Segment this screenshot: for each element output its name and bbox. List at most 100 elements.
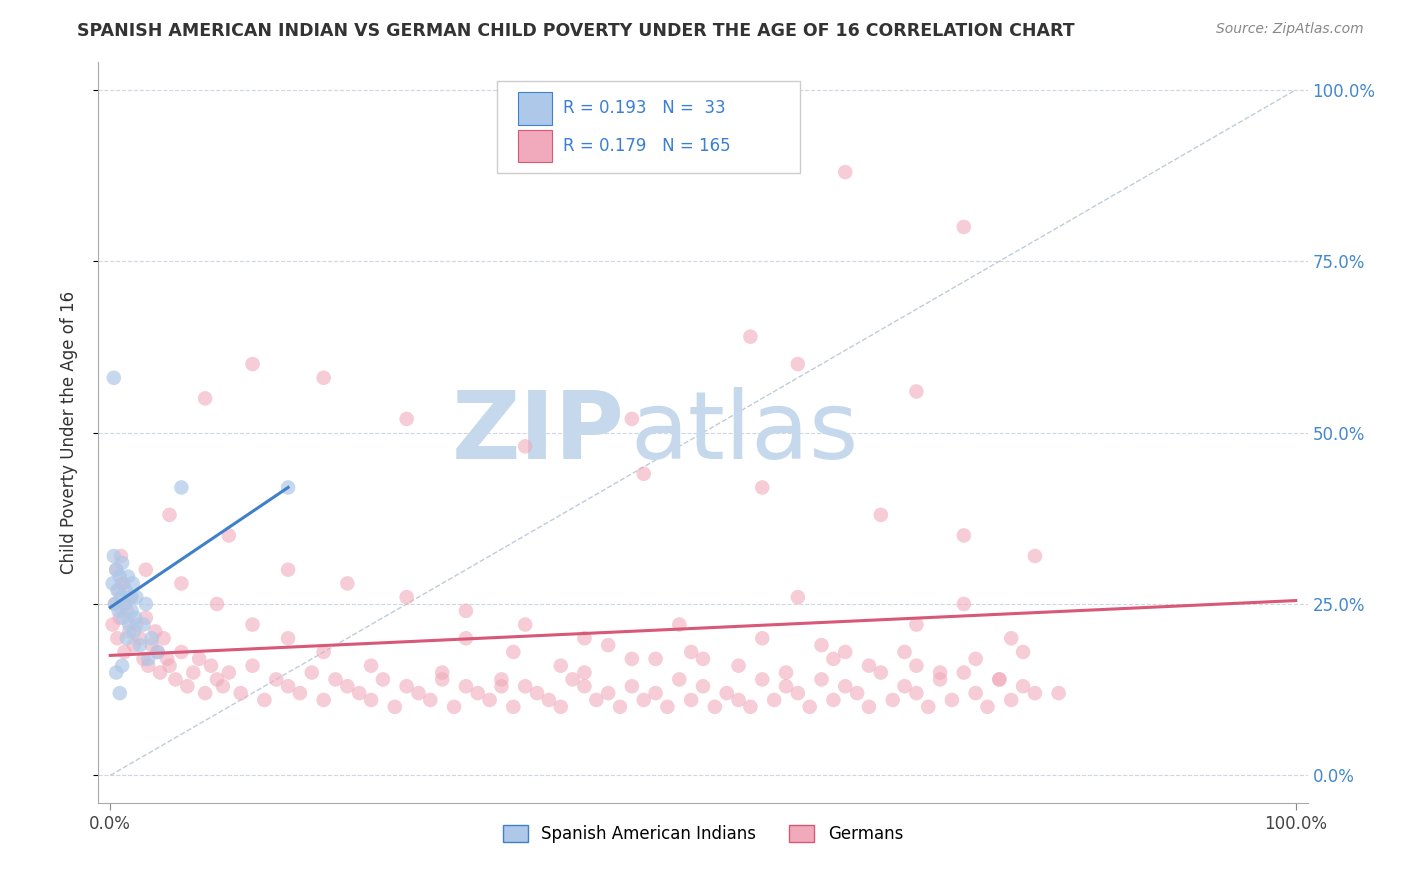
- Point: [112, 576, 135, 591]
- Point: [491, 679, 513, 693]
- Text: ZIP: ZIP: [451, 386, 624, 479]
- Point: [165, 673, 187, 687]
- Point: [574, 679, 596, 693]
- Point: [609, 699, 631, 714]
- Point: [301, 665, 323, 680]
- Point: [846, 686, 869, 700]
- Point: [561, 673, 583, 687]
- Point: [104, 597, 127, 611]
- Point: [905, 686, 928, 700]
- Point: [122, 624, 145, 639]
- Point: [644, 652, 666, 666]
- Point: [101, 617, 124, 632]
- Point: [598, 638, 620, 652]
- Point: [1000, 693, 1022, 707]
- Point: [108, 569, 131, 583]
- Legend: Spanish American Indians, Germans: Spanish American Indians, Germans: [496, 819, 910, 850]
- Point: [118, 617, 141, 632]
- Point: [491, 673, 513, 687]
- Point: [122, 638, 145, 652]
- Point: [952, 597, 974, 611]
- Point: [668, 673, 690, 687]
- Point: [574, 632, 596, 646]
- Point: [105, 563, 128, 577]
- Point: [703, 699, 725, 714]
- Point: [103, 549, 125, 563]
- Point: [620, 652, 643, 666]
- Point: [692, 652, 714, 666]
- Point: [135, 610, 157, 624]
- Point: [115, 604, 138, 618]
- Point: [170, 645, 193, 659]
- Point: [108, 686, 131, 700]
- Point: [312, 371, 335, 385]
- Point: [111, 576, 134, 591]
- Point: [526, 686, 548, 700]
- Point: [1024, 686, 1046, 700]
- Point: [384, 699, 406, 714]
- Point: [143, 624, 166, 639]
- Point: [1012, 645, 1035, 659]
- Point: [242, 357, 264, 371]
- Point: [1024, 549, 1046, 563]
- Point: [644, 686, 666, 700]
- Point: [965, 686, 987, 700]
- Point: [103, 371, 125, 385]
- Point: [277, 480, 299, 494]
- Point: [312, 693, 335, 707]
- Point: [395, 590, 418, 604]
- Point: [242, 617, 264, 632]
- Point: [882, 693, 904, 707]
- Point: [810, 673, 832, 687]
- Point: [205, 673, 228, 687]
- Point: [105, 563, 128, 577]
- Point: [288, 686, 311, 700]
- Point: [347, 686, 370, 700]
- Point: [668, 617, 690, 632]
- Point: [834, 165, 856, 179]
- Point: [419, 693, 441, 707]
- Text: Source: ZipAtlas.com: Source: ZipAtlas.com: [1216, 22, 1364, 37]
- Point: [132, 617, 155, 632]
- Point: [454, 679, 477, 693]
- Point: [502, 699, 524, 714]
- Point: [194, 392, 217, 406]
- Point: [681, 645, 703, 659]
- Point: [502, 645, 524, 659]
- Point: [129, 638, 152, 652]
- Point: [965, 652, 987, 666]
- Point: [633, 467, 655, 481]
- Point: [786, 590, 808, 604]
- Point: [657, 699, 679, 714]
- Point: [277, 563, 299, 577]
- Point: [858, 658, 880, 673]
- Point: [114, 597, 136, 611]
- Point: [336, 576, 359, 591]
- Point: [823, 693, 845, 707]
- Y-axis label: Child Poverty Under the Age of 16: Child Poverty Under the Age of 16: [59, 291, 77, 574]
- Point: [159, 658, 181, 673]
- Point: [118, 624, 141, 639]
- Point: [537, 693, 560, 707]
- Point: [620, 412, 643, 426]
- Point: [786, 686, 808, 700]
- Point: [810, 638, 832, 652]
- FancyBboxPatch shape: [498, 81, 800, 173]
- Point: [107, 583, 129, 598]
- Point: [120, 590, 142, 604]
- Point: [170, 576, 193, 591]
- Point: [893, 645, 915, 659]
- Point: [869, 508, 891, 522]
- Point: [111, 658, 134, 673]
- Point: [146, 645, 169, 659]
- Point: [751, 480, 773, 494]
- Point: [218, 665, 240, 680]
- Point: [112, 610, 135, 624]
- Point: [114, 583, 136, 598]
- Point: [105, 665, 128, 680]
- Point: [799, 699, 821, 714]
- Point: [786, 357, 808, 371]
- Point: [408, 686, 430, 700]
- Point: [952, 665, 974, 680]
- Point: [858, 699, 880, 714]
